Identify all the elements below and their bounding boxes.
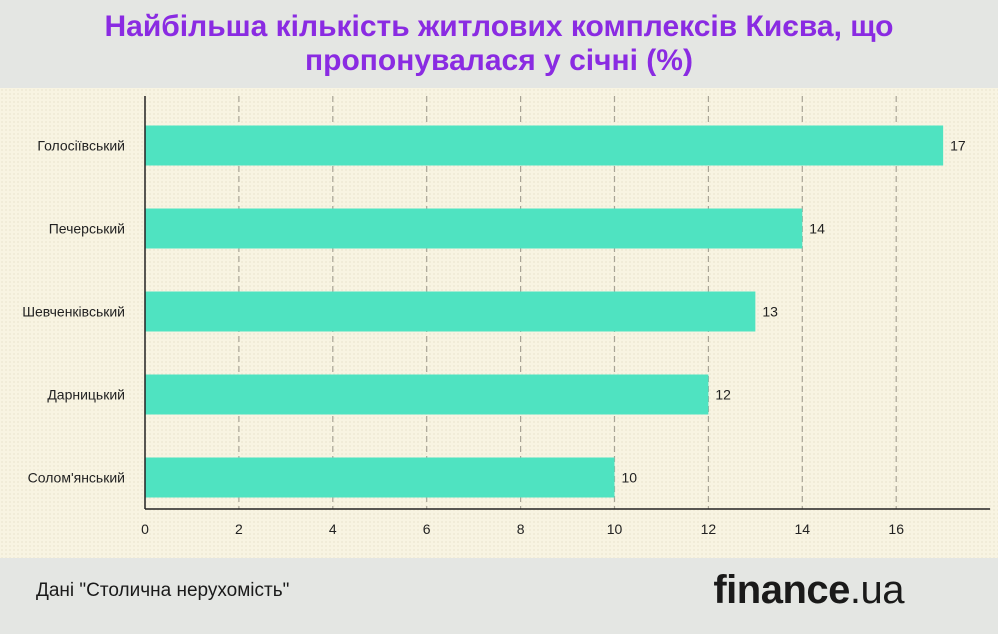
bar: [145, 125, 944, 166]
bar-chart: 0 2 4 6 8 10 12 14 16 Голосіївський 17 Печерський 14…: [22, 96, 991, 538]
footer: Дані "Столична нерухомість" finance.ua: [0, 558, 998, 634]
x-tick-label: 4: [329, 521, 337, 537]
value-label: 17: [950, 138, 966, 154]
finance-ua-logo[interactable]: finance.ua: [713, 568, 904, 613]
x-tick-label: 16: [888, 521, 904, 537]
bar: [145, 374, 709, 415]
x-tick-label: 12: [701, 521, 717, 537]
value-label: 12: [715, 387, 731, 403]
logo-main: finance: [713, 568, 850, 612]
header: Найбільша кількість житлових комплексів …: [0, 0, 998, 88]
category-label: Дарницький: [47, 387, 125, 403]
data-source-note: Дані "Столична нерухомість": [36, 580, 290, 601]
x-tick-label: 2: [235, 521, 243, 537]
value-label: 10: [622, 470, 638, 486]
category-label: Голосіївський: [37, 138, 125, 154]
x-tick-label: 10: [607, 521, 623, 537]
bar: [145, 457, 615, 498]
logo-tld: .ua: [849, 568, 905, 612]
bar: [145, 291, 756, 332]
x-tick-label: 14: [795, 521, 811, 537]
chart-title: Найбільша кількість житлових комплексів …: [104, 10, 894, 77]
category-label: Печерський: [49, 221, 125, 237]
bar: [145, 208, 803, 249]
bars: [145, 125, 944, 498]
category-label: Солом'янський: [28, 470, 125, 486]
value-label: 14: [809, 221, 825, 237]
axes: [144, 96, 991, 510]
labels: 0 2 4 6 8 10 12 14 16 Голосіївський 17 Печерський 14…: [22, 138, 966, 538]
plot-area: 0 2 4 6 8 10 12 14 16 Голосіївський 17 Печерський 14…: [0, 88, 998, 558]
x-tick-label: 8: [517, 521, 525, 537]
value-label: 13: [762, 304, 778, 320]
x-tick-label: 0: [141, 521, 149, 537]
category-label: Шевченківський: [22, 304, 125, 320]
grid-lines: [238, 96, 897, 509]
x-tick-label: 6: [423, 521, 431, 537]
